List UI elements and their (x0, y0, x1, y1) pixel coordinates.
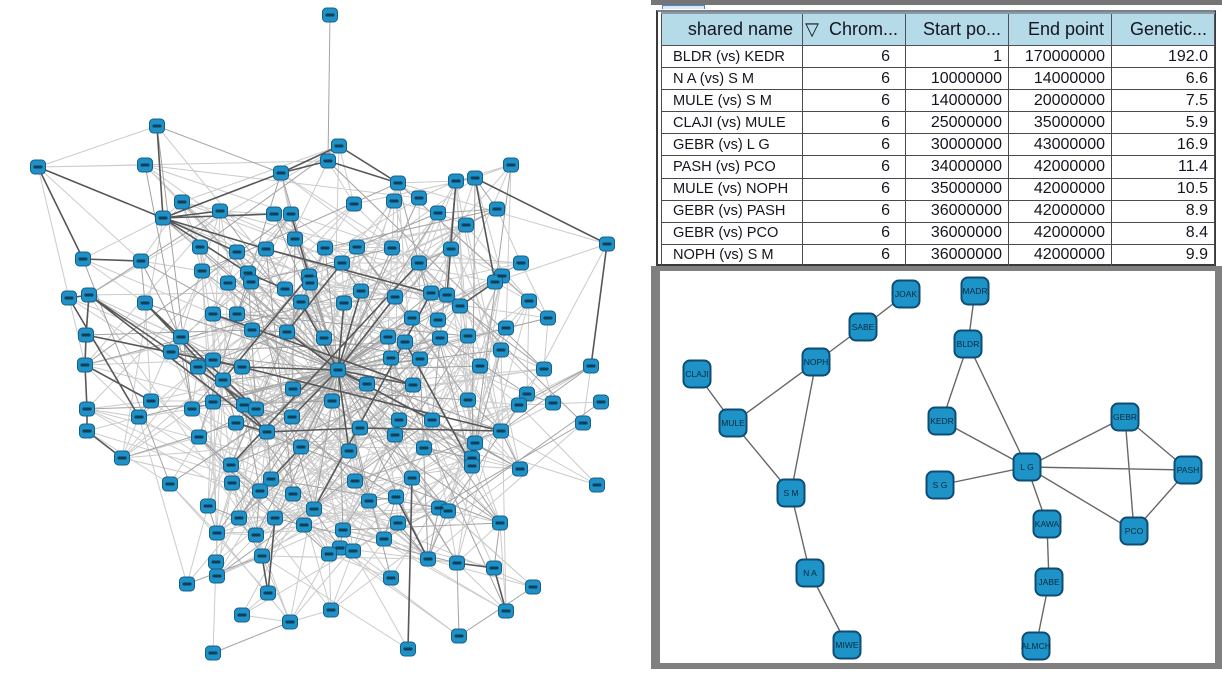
svg-text:JABE: JABE (1038, 577, 1060, 587)
svg-text:SABE: SABE (852, 322, 875, 332)
svg-text:L G: L G (1020, 462, 1033, 472)
svg-text:ALMCH: ALMCH (1021, 641, 1051, 651)
svg-text:PCO: PCO (1125, 526, 1144, 536)
svg-text:MULE: MULE (721, 418, 745, 428)
svg-text:GEBR: GEBR (1113, 412, 1137, 422)
svg-text:S G: S G (933, 480, 948, 490)
svg-text:KAWA: KAWA (1035, 519, 1060, 529)
svg-text:JOAK: JOAK (895, 289, 918, 299)
svg-text:BLDR: BLDR (957, 339, 980, 349)
svg-text:MADR: MADR (962, 286, 987, 296)
svg-text:NOPH: NOPH (804, 357, 829, 367)
svg-text:KEDR: KEDR (930, 416, 954, 426)
svg-text:PASH: PASH (1177, 465, 1200, 475)
svg-text:N A: N A (803, 568, 817, 578)
svg-text:CLAJI: CLAJI (685, 369, 708, 379)
svg-text:S M: S M (783, 488, 798, 498)
svg-text:MIWE: MIWE (835, 640, 858, 650)
